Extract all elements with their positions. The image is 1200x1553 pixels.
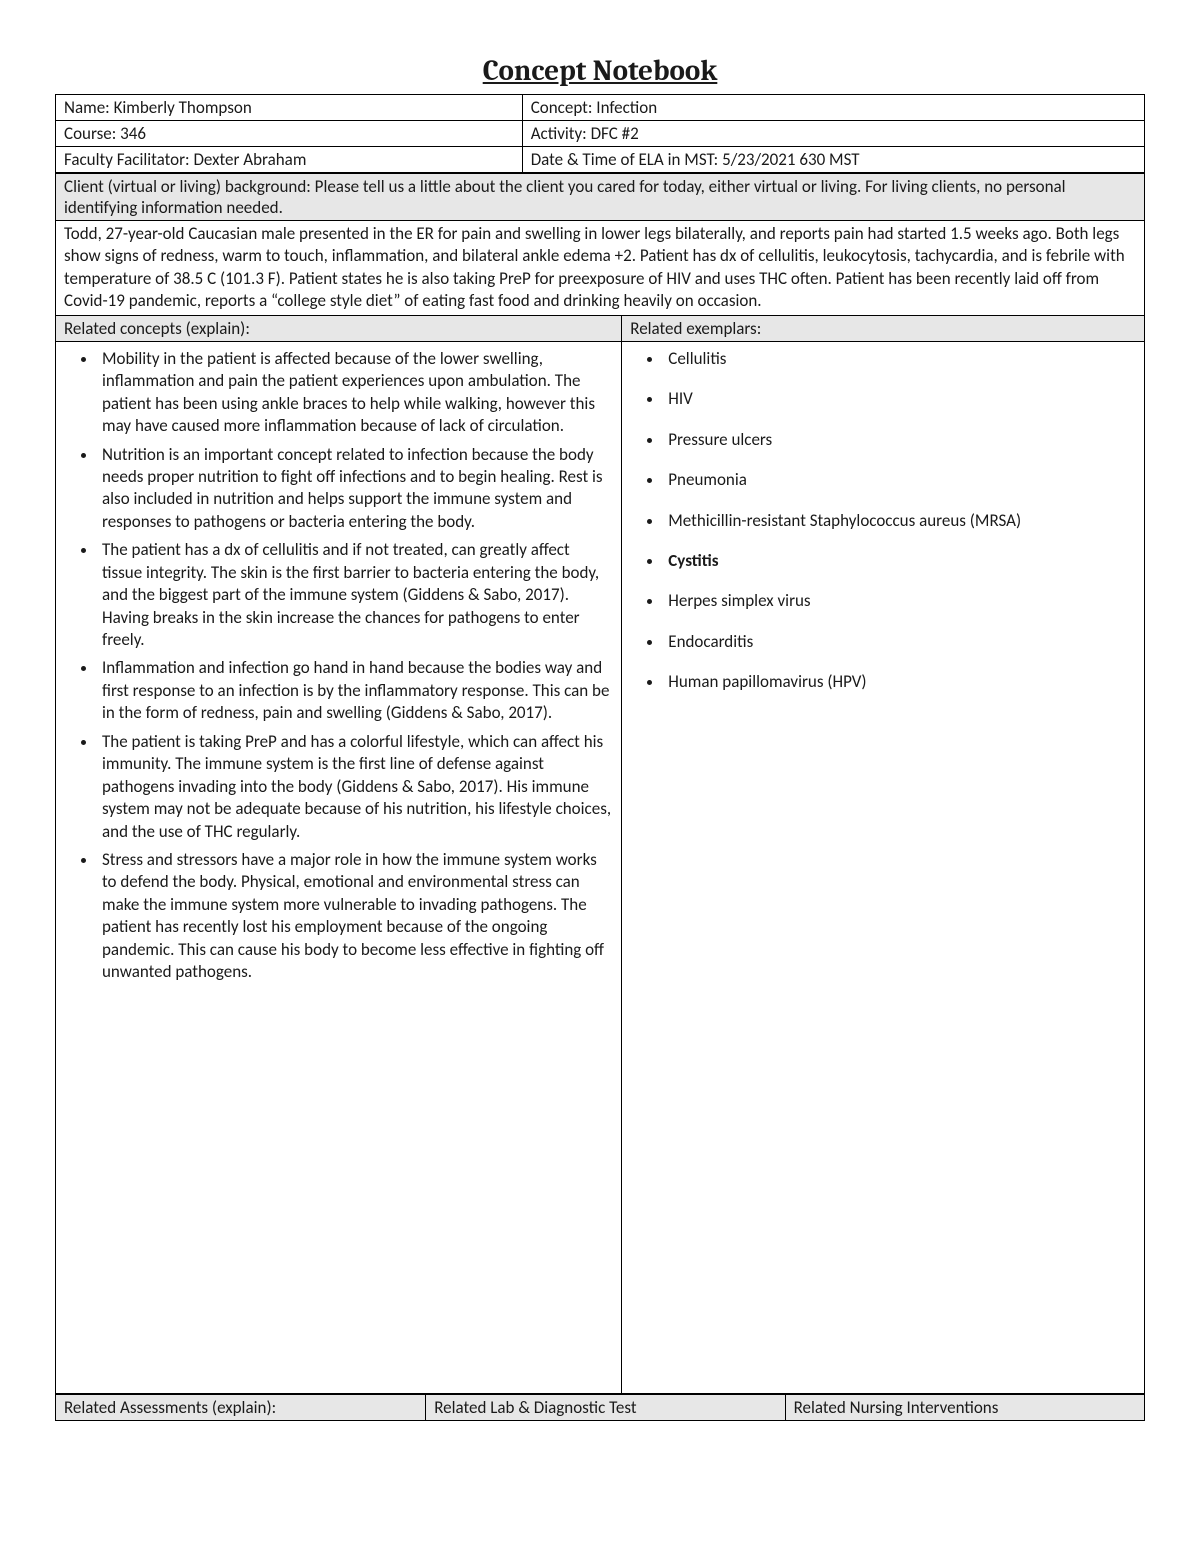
course-value: 346: [120, 123, 146, 144]
exemplar-item: Methicillin-resistant Staphylococcus aur…: [664, 510, 1136, 532]
background-prompt: Client (virtual or living) background: P…: [64, 176, 1066, 218]
background-prompt-cell: Client (virtual or living) background: P…: [56, 174, 1145, 221]
related-exemplars-label: Related exemplars:: [630, 318, 761, 339]
background-text-cell: Todd, 27-year-old Caucasian male present…: [56, 221, 1145, 316]
concept-label: Concept:: [531, 97, 597, 118]
concept-item: The patient has a dx of cellulitis and i…: [98, 539, 613, 651]
concept-item: Nutrition is an important concept relate…: [98, 444, 613, 534]
bottom-assessments: Related Assessments (explain):: [64, 1397, 276, 1418]
concept-item: Stress and stressors have a major role i…: [98, 849, 613, 984]
activity-value: DFC #2: [591, 123, 639, 144]
exemplar-item: Human papillomavirus (HPV): [664, 671, 1136, 693]
related-exemplars-list: Cellulitis HIV Pressure ulcers Pneumonia Met…: [630, 348, 1136, 694]
exemplar-item: Cystitis: [664, 550, 1136, 572]
background-text: Todd, 27-year-old Caucasian male present…: [64, 223, 1125, 311]
exemplar-item: Endocarditis: [664, 631, 1136, 653]
name-value: Kimberly Thompson: [114, 97, 252, 118]
exemplar-item: Cellulitis: [664, 348, 1136, 370]
header-activity-cell: Activity: DFC #2: [522, 121, 1144, 147]
facilitator-value: Dexter Abraham: [193, 149, 306, 170]
main-table: Client (virtual or living) background: P…: [55, 173, 1145, 1394]
related-exemplars-label-cell: Related exemplars:: [622, 315, 1145, 341]
bottom-labs: Related Lab & Diagnostic Test: [434, 1397, 636, 1418]
facilitator-label: Faculty Facilitator:: [64, 149, 193, 170]
concept-item: Mobility in the patient is affected beca…: [98, 348, 613, 438]
activity-label: Activity:: [531, 123, 591, 144]
bottom-table: Related Assessments (explain): Related L…: [55, 1394, 1145, 1421]
header-course-cell: Course: 346: [56, 121, 523, 147]
related-concepts-cell: Mobility in the patient is affected beca…: [56, 341, 622, 1393]
bottom-assessments-cell: Related Assessments (explain):: [56, 1394, 426, 1420]
related-exemplars-cell: Cellulitis HIV Pressure ulcers Pneumonia Met…: [622, 341, 1145, 1393]
related-concepts-label: Related concepts (explain):: [64, 318, 250, 339]
concept-item: Inflammation and infection go hand in ha…: [98, 657, 613, 724]
exemplar-item: HIV: [664, 388, 1136, 410]
related-concepts-label-cell: Related concepts (explain):: [56, 315, 622, 341]
bottom-labs-cell: Related Lab & Diagnostic Test: [426, 1394, 785, 1420]
exemplar-item: Pneumonia: [664, 469, 1136, 491]
course-label: Course:: [64, 123, 120, 144]
datetime-value: 5/23/2021 630 MST: [722, 149, 860, 170]
exemplar-item: Herpes simplex virus: [664, 590, 1136, 612]
name-label: Name:: [64, 97, 114, 118]
header-concept-cell: Concept: Infection: [522, 95, 1144, 121]
concept-value: Infection: [596, 97, 657, 118]
related-concepts-list: Mobility in the patient is affected beca…: [64, 348, 613, 984]
bottom-interventions-cell: Related Nursing Interventions: [785, 1394, 1144, 1420]
header-facilitator-cell: Faculty Facilitator: Dexter Abraham: [56, 147, 523, 173]
datetime-label: Date & Time of ELA in MST:: [531, 149, 722, 170]
header-table: Name: Kimberly Thompson Concept: Infecti…: [55, 94, 1145, 173]
bottom-interventions: Related Nursing Interventions: [794, 1397, 999, 1418]
concept-item: The patient is taking PreP and has a col…: [98, 731, 613, 843]
page-title: Concept Notebook: [55, 55, 1145, 88]
header-name-cell: Name: Kimberly Thompson: [56, 95, 523, 121]
exemplar-item: Pressure ulcers: [664, 429, 1136, 451]
header-datetime-cell: Date & Time of ELA in MST: 5/23/2021 630…: [522, 147, 1144, 173]
